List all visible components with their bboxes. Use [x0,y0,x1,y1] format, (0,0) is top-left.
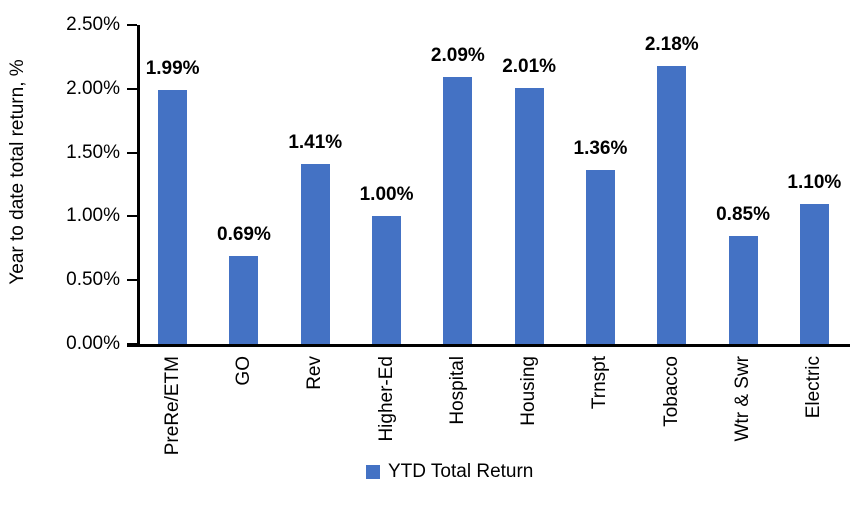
bar-prere-etm [158,90,188,344]
bar-value-label: 2.09% [430,45,485,67]
bar-value-label: 1.10% [787,171,842,193]
y-axis-tick-label: 1.00% [66,205,120,227]
y-axis-tick [127,151,137,154]
legend: YTD Total Return [366,461,533,483]
legend-label: YTD Total Return [388,461,534,482]
bar-tobacco [657,65,687,344]
bar-value-label: 1.41% [288,132,343,154]
x-axis-category-label: PreRe/ETM [161,356,183,456]
bar-value-label: 1.00% [359,184,414,206]
x-axis-category-label: GO [232,356,254,386]
bar-trnspt [585,170,615,344]
bar-hospital [443,77,473,344]
x-axis-category-label: Wtr & Swr [732,356,754,442]
bar-rev [300,164,330,344]
bar-higher-ed [372,216,402,344]
y-axis-tick [127,215,137,218]
y-axis-tick-label: 1.50% [66,141,120,163]
bar-value-label: 2.01% [502,55,557,77]
x-axis-line [127,344,850,347]
bar-value-label: 1.99% [145,58,200,80]
x-axis-category-label: Tobacco [660,356,682,427]
bar-value-label: 2.18% [644,33,699,55]
bar-go [229,255,259,344]
y-axis-tick-label: 0.00% [66,333,120,354]
bar-value-label: 0.85% [716,203,770,225]
legend-swatch-icon [366,465,380,479]
bar-electric [799,203,829,344]
y-axis-tick [127,24,137,26]
y-axis-tick-label: 2.00% [66,77,120,99]
y-axis-tick-label: 2.50% [66,14,120,35]
y-axis-tick-label: 0.50% [66,269,120,291]
y-axis-line [137,25,140,347]
y-axis-tick [127,87,137,90]
bar-housing [514,87,544,344]
x-axis-category-label: Trnspt [589,356,611,410]
x-axis-category-label: Rev [304,356,326,390]
y-axis-tick [127,343,137,345]
y-axis-tick [127,279,137,282]
x-axis-category-label: Electric [803,356,825,419]
bar-value-label: 0.69% [217,223,271,245]
bar-wtr-swr [728,235,758,344]
bar-value-label: 1.36% [573,138,628,160]
